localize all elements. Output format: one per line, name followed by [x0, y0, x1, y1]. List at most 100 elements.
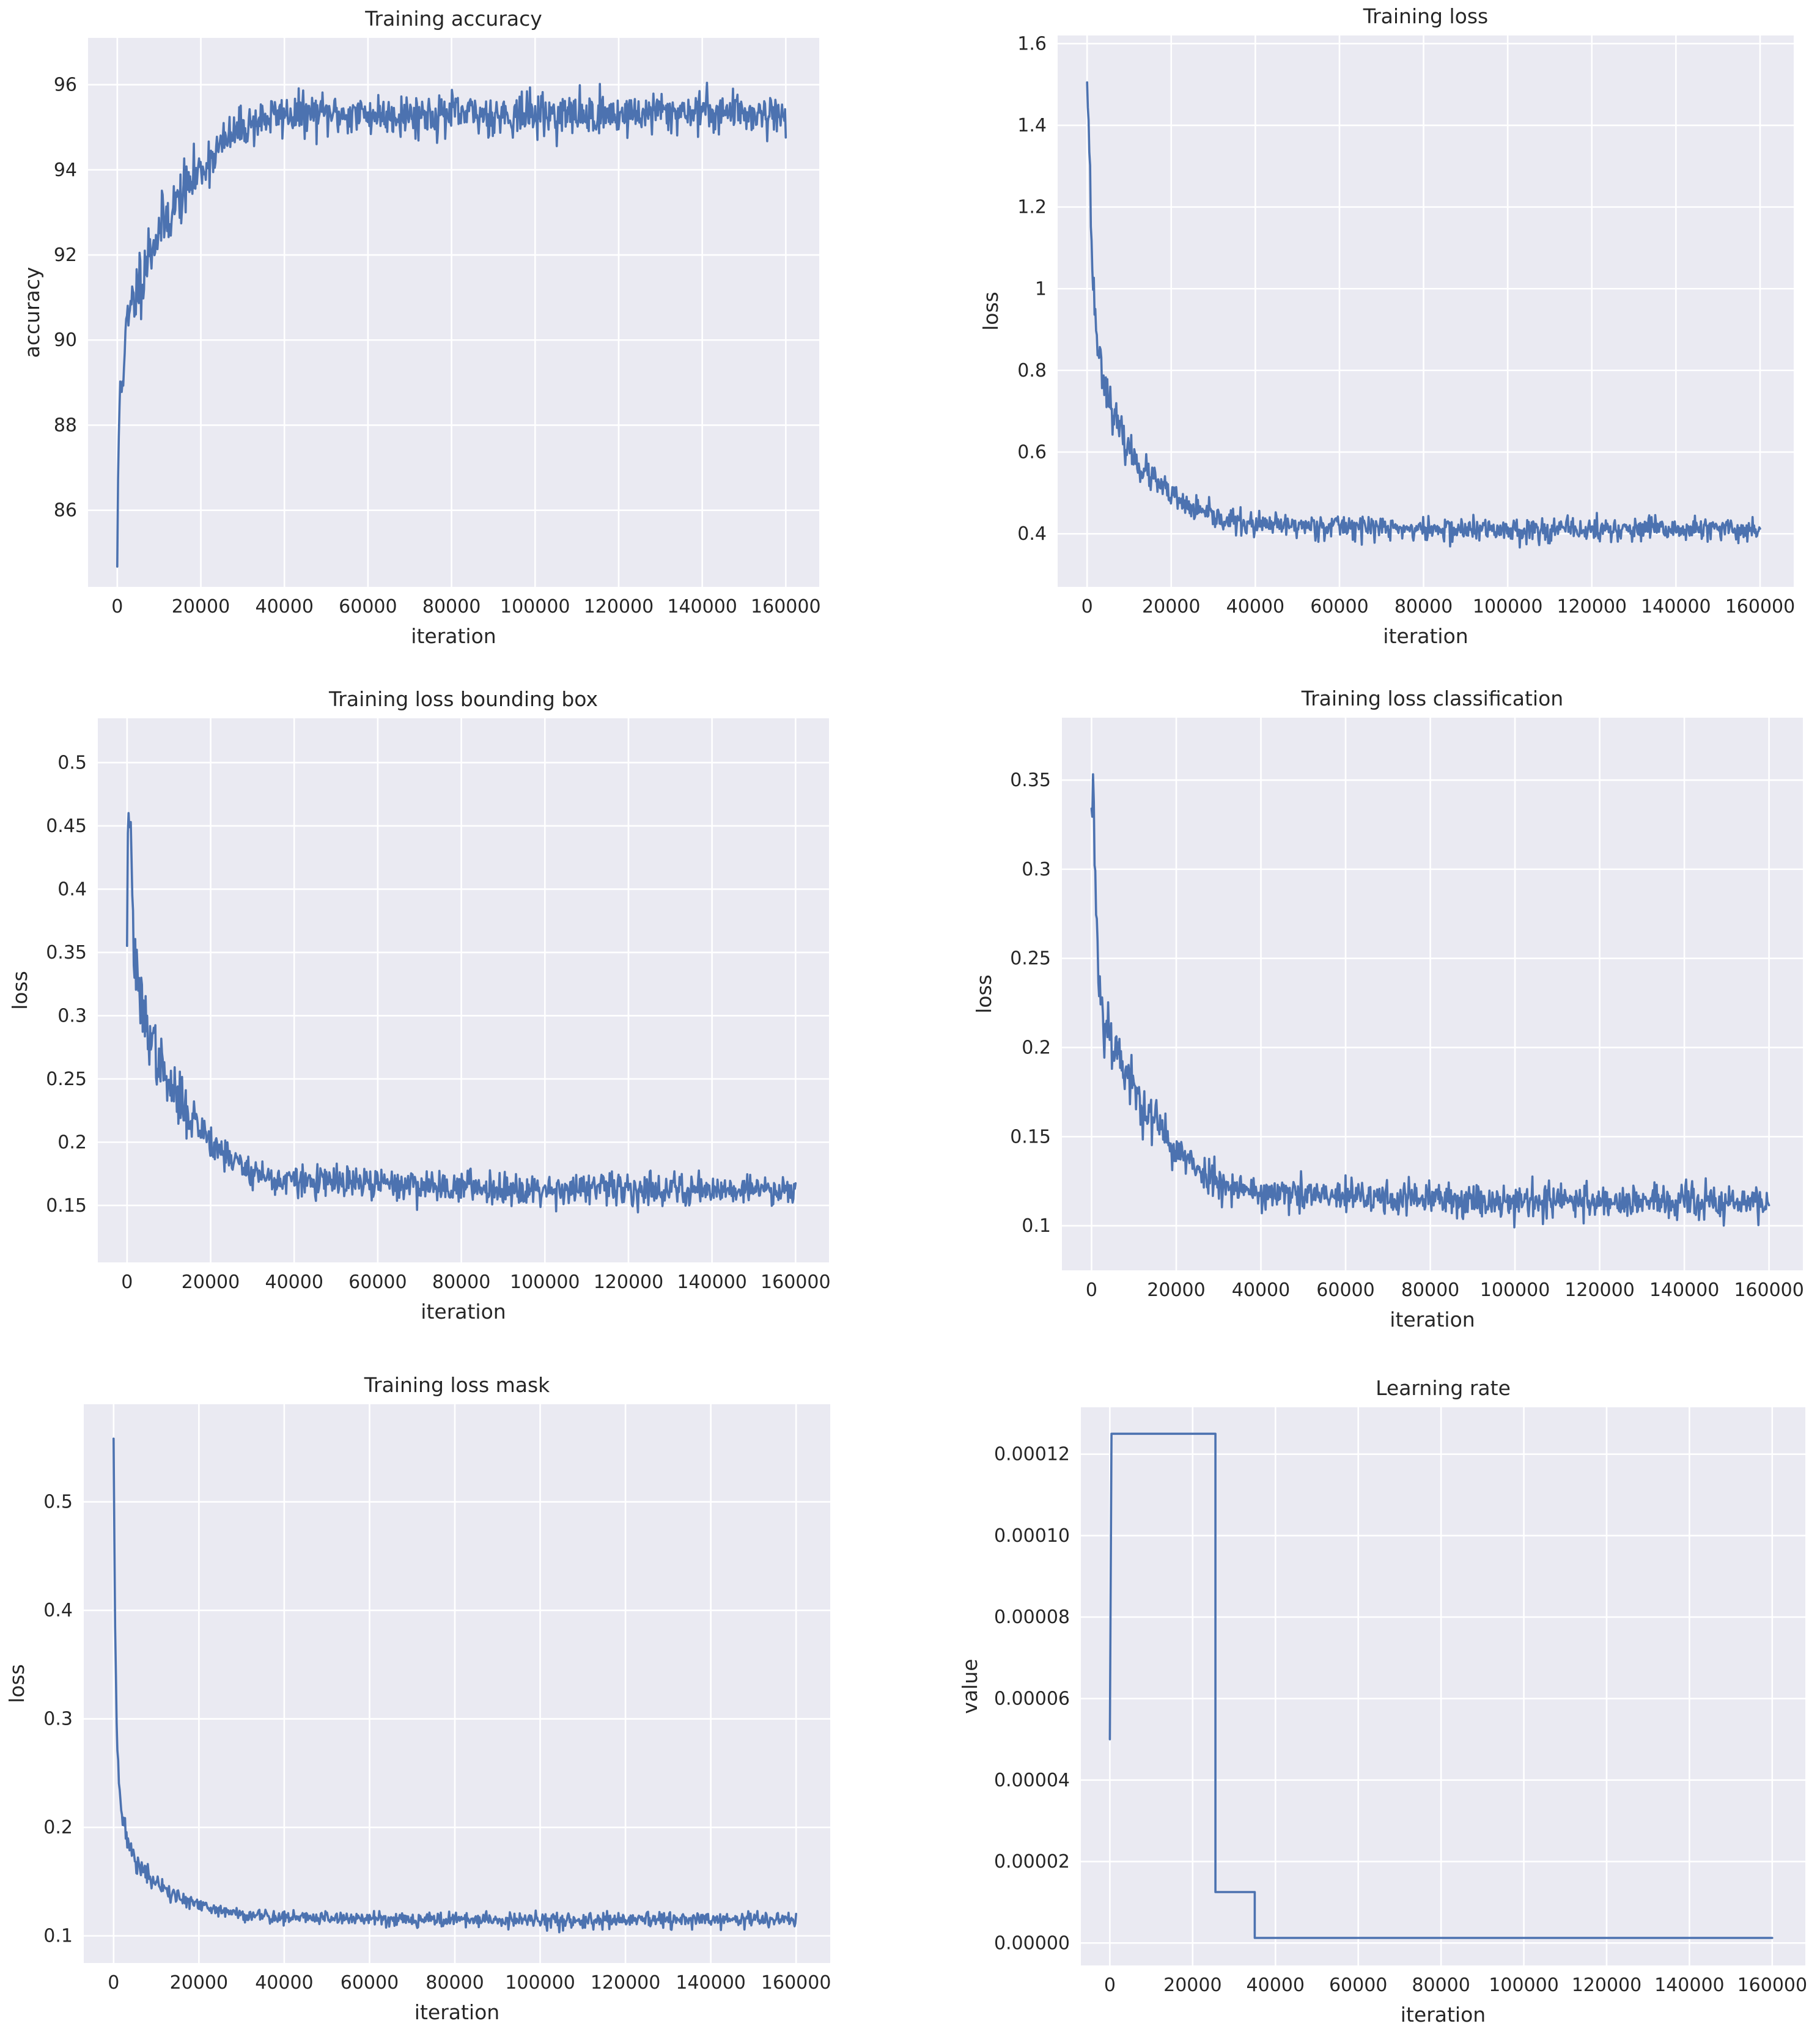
x-tick-label: 80000 — [1394, 596, 1453, 617]
y-axis-label: loss — [972, 974, 996, 1014]
y-tick-label: 0.00004 — [994, 1770, 1070, 1791]
x-tick-label: 0 — [111, 596, 123, 617]
y-tick-label: 0.4 — [1017, 523, 1047, 545]
series-line — [126, 812, 797, 1213]
y-tick-label: 1.4 — [1017, 115, 1047, 136]
y-tick-label: 0.00008 — [994, 1607, 1070, 1628]
chart-title: Training accuracy — [364, 7, 542, 31]
x-tick-label: 60000 — [1316, 1280, 1374, 1301]
y-tick-label: 0.6 — [1017, 442, 1047, 463]
y-tick-label: 0.3 — [43, 1709, 73, 1730]
y-tick-label: 0.5 — [57, 752, 87, 773]
x-tick-label: 100000 — [505, 1972, 575, 1994]
x-tick-label: 40000 — [265, 1272, 323, 1293]
x-tick-label: 160000 — [761, 1272, 831, 1293]
x-tick-label: 140000 — [1654, 1975, 1725, 1996]
y-tick-label: 0.4 — [43, 1600, 73, 1621]
y-tick-label: 0.8 — [1017, 360, 1047, 381]
x-tick-label: 20000 — [1163, 1975, 1221, 1996]
y-tick-label: 0.25 — [46, 1069, 87, 1090]
series-line — [112, 1437, 797, 1934]
x-tick-label: 160000 — [1737, 1975, 1808, 1996]
y-axis-label: loss — [979, 292, 1003, 331]
x-tick-label: 140000 — [676, 1972, 746, 1994]
x-tick-label: 40000 — [1226, 596, 1284, 617]
y-tick-label: 0.00002 — [994, 1851, 1070, 1872]
x-tick-label: 120000 — [591, 1972, 661, 1994]
chart-title: Training loss mask — [364, 1373, 550, 1397]
x-tick-label: 120000 — [1572, 1975, 1642, 1996]
x-tick-label: 60000 — [339, 596, 397, 617]
chart-panel-0: 0 20000 40000 60000 80000 100000 120000 140000 1… — [20, 7, 821, 648]
x-tick-label: 60000 — [1310, 596, 1368, 617]
y-tick-label: 0.15 — [1010, 1126, 1051, 1147]
x-tick-label: 160000 — [1725, 596, 1796, 617]
y-tick-label: 1 — [1035, 278, 1047, 300]
chart-title: Training loss classification — [1301, 687, 1563, 710]
y-tick-label: 96 — [54, 75, 77, 96]
x-axis-label: iteration — [421, 1300, 506, 1324]
x-tick-label: 100000 — [500, 596, 570, 617]
x-tick-label: 100000 — [1473, 596, 1543, 617]
series-line — [1108, 1432, 1774, 1939]
x-tick-label: 140000 — [667, 596, 737, 617]
x-axis-label: iteration — [411, 624, 496, 648]
x-tick-label: 20000 — [182, 1272, 240, 1293]
y-tick-label: 0.15 — [46, 1195, 87, 1217]
y-tick-label: 0.2 — [43, 1817, 73, 1838]
chart-panel-1: 0 20000 40000 60000 80000 100000 120000 140000 1… — [979, 4, 1795, 648]
x-tick-label: 100000 — [1480, 1280, 1550, 1301]
x-tick-label: 120000 — [584, 596, 654, 617]
chart-panel-2: 0 20000 40000 60000 80000 100000 120000 140000 1… — [8, 687, 831, 1324]
x-tick-label: 0 — [1086, 1280, 1097, 1301]
x-tick-label: 80000 — [1412, 1975, 1470, 1996]
x-tick-label: 120000 — [594, 1272, 664, 1293]
chart-title: Training loss bounding box — [328, 687, 598, 711]
y-tick-label: 0.5 — [43, 1492, 73, 1513]
x-axis-label: iteration — [1390, 1308, 1475, 1331]
y-tick-label: 0.2 — [1022, 1037, 1051, 1058]
x-tick-label: 80000 — [422, 596, 481, 617]
x-tick-label: 0 — [108, 1972, 119, 1994]
y-tick-label: 0.00000 — [994, 1932, 1070, 1954]
y-tick-label: 0.00006 — [994, 1688, 1070, 1709]
x-tick-label: 40000 — [255, 1972, 313, 1994]
x-axis-label: iteration — [414, 2000, 499, 2024]
x-tick-label: 20000 — [170, 1972, 228, 1994]
y-axis-label: accuracy — [20, 267, 44, 358]
x-tick-label: 80000 — [426, 1972, 484, 1994]
x-tick-label: 60000 — [348, 1272, 407, 1293]
series-line — [1090, 773, 1770, 1229]
x-tick-label: 80000 — [432, 1272, 490, 1293]
y-axis-label: loss — [5, 1664, 29, 1703]
x-tick-label: 0 — [121, 1272, 133, 1293]
chart-title: Training loss — [1363, 4, 1488, 28]
x-tick-label: 40000 — [255, 596, 313, 617]
x-tick-label: 140000 — [677, 1272, 747, 1293]
y-tick-label: 0.4 — [57, 878, 87, 900]
x-tick-label: 20000 — [1147, 1280, 1205, 1301]
x-tick-label: 160000 — [1734, 1280, 1804, 1301]
x-tick-label: 100000 — [1489, 1975, 1559, 1996]
y-tick-label: 0.1 — [43, 1926, 73, 1947]
x-tick-label: 100000 — [510, 1272, 580, 1293]
chart-panel-4: 0 20000 40000 60000 80000 100000 120000 140000 1… — [5, 1373, 831, 2024]
x-tick-label: 40000 — [1232, 1280, 1290, 1301]
y-tick-label: 1.2 — [1017, 197, 1047, 218]
x-tick-label: 20000 — [172, 596, 230, 617]
plot-area — [1062, 718, 1803, 1270]
plot-area — [1081, 1407, 1805, 1965]
y-tick-label: 0.35 — [1010, 770, 1051, 791]
y-tick-label: 0.3 — [57, 1005, 87, 1026]
series-line — [1086, 81, 1761, 549]
y-tick-label: 0.25 — [1010, 948, 1051, 970]
y-tick-label: 0.1 — [1022, 1215, 1051, 1237]
x-tick-label: 120000 — [1557, 596, 1627, 617]
y-tick-label: 94 — [54, 160, 77, 181]
x-tick-label: 160000 — [761, 1972, 831, 1994]
y-tick-label: 86 — [54, 500, 77, 521]
y-axis-label: loss — [8, 971, 32, 1010]
chart-title: Learning rate — [1376, 1376, 1511, 1400]
y-axis-label: value — [958, 1659, 982, 1714]
